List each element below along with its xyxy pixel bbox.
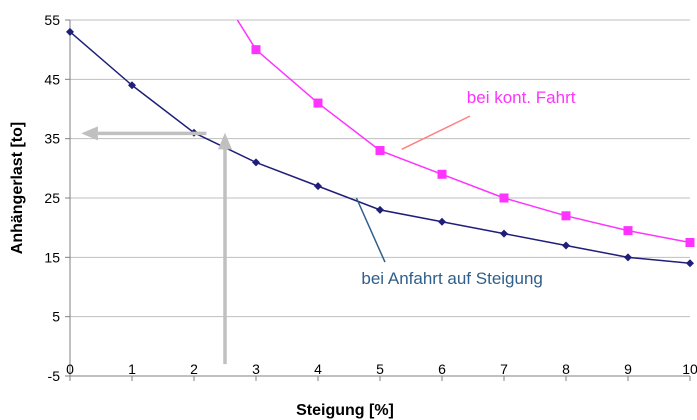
data-point-anfahrt-7 xyxy=(500,229,508,238)
fahrt-label: bei kont. Fahrt xyxy=(467,88,576,107)
y-tick-label-4: 15 xyxy=(44,249,60,265)
horizontal-arrow-head xyxy=(81,126,98,141)
y-tick-label-3: 25 xyxy=(44,190,60,206)
data-point-anfahrt-1 xyxy=(128,81,136,90)
x-tick-label-10: 10 xyxy=(682,361,697,377)
data-point-fahrt-3 xyxy=(437,169,447,179)
series-line-fahrt xyxy=(236,19,691,244)
data-point-anfahrt-3 xyxy=(252,158,260,167)
x-tick-label-9: 9 xyxy=(624,361,632,377)
data-point-anfahrt-0 xyxy=(66,27,74,36)
data-point-fahrt-2 xyxy=(375,146,385,156)
anfahrt-leader-line xyxy=(355,197,386,263)
x-axis-title: Steigung [%] xyxy=(296,402,394,419)
x-tick-label-3: 3 xyxy=(252,361,260,377)
y-tick-label-5: 5 xyxy=(52,309,60,325)
x-tick-label-5: 5 xyxy=(376,361,384,377)
data-point-fahrt-5 xyxy=(561,211,571,221)
y-tick-label-0: 55 xyxy=(44,12,60,28)
data-point-anfahrt-8 xyxy=(562,241,570,250)
data-point-fahrt-7 xyxy=(685,238,695,247)
x-tick-label-0: 0 xyxy=(66,361,74,377)
data-point-fahrt-6 xyxy=(623,226,633,236)
data-point-anfahrt-9 xyxy=(624,253,632,262)
y-tick-label-2: 35 xyxy=(44,131,60,147)
data-point-anfahrt-10 xyxy=(686,259,694,268)
x-tick-label-4: 4 xyxy=(314,361,322,377)
x-tick-label-6: 6 xyxy=(438,361,446,377)
data-point-anfahrt-4 xyxy=(314,182,322,191)
data-point-anfahrt-5 xyxy=(376,205,384,214)
y-tick-label-1: 45 xyxy=(44,71,60,87)
y-tick-label-6: -5 xyxy=(48,368,61,384)
y-axis-title: Anhängerlast [to] xyxy=(9,122,26,254)
x-tick-label-2: 2 xyxy=(190,361,198,377)
data-point-fahrt-0 xyxy=(251,45,261,55)
data-point-fahrt-4 xyxy=(499,193,509,203)
data-point-fahrt-1 xyxy=(313,98,323,108)
x-tick-label-8: 8 xyxy=(562,361,570,377)
anfahrt-label: bei Anfahrt auf Steigung xyxy=(361,269,542,288)
data-point-anfahrt-6 xyxy=(438,217,446,226)
vertical-arrow-head xyxy=(218,132,232,150)
x-tick-label-7: 7 xyxy=(500,361,508,377)
x-tick-label-1: 1 xyxy=(128,361,136,377)
fahrt-leader-line xyxy=(401,115,471,151)
